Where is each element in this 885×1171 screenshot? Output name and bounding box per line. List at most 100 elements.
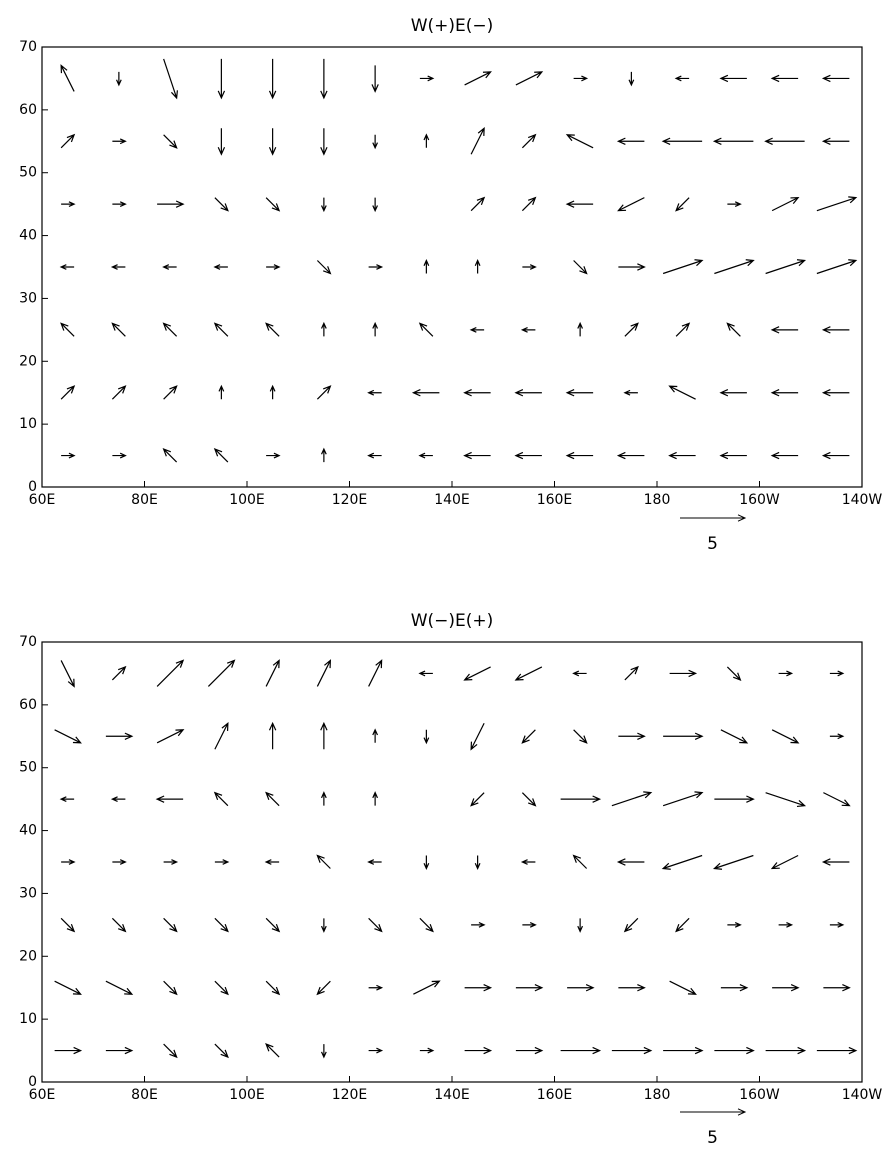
wind-vector [823, 792, 851, 807]
wind-vector [367, 859, 382, 865]
wind-vector [719, 389, 747, 397]
x-tick-label: 140W [842, 492, 883, 508]
wind-vector [265, 917, 281, 933]
wind-vector [368, 264, 384, 270]
wind-vector [266, 452, 281, 459]
wind-vector [157, 200, 185, 208]
wind-vector [367, 452, 382, 459]
wind-vector [821, 326, 850, 334]
wind-vector [162, 448, 178, 463]
wind-vector [520, 859, 536, 865]
wind-vector [719, 74, 747, 83]
y-tick-label: 60 [19, 697, 37, 713]
wind-vector [316, 980, 331, 996]
wind-vector [821, 74, 850, 83]
wind-vector [413, 980, 441, 995]
wind-vector [110, 264, 126, 270]
wind-vector [661, 137, 703, 145]
wind-vector [371, 65, 379, 93]
y-tick-label: 60 [19, 102, 37, 118]
wind-vector [770, 451, 799, 460]
wind-vector [105, 980, 134, 995]
wind-vector [829, 670, 845, 677]
wind-vector [207, 659, 236, 687]
wind-vector [521, 729, 536, 744]
wind-vector [669, 980, 697, 995]
wind-vector [675, 197, 690, 212]
wind-vector [720, 984, 749, 992]
wind-vector [720, 729, 749, 744]
wind-vector [213, 264, 228, 270]
wind-vector [265, 322, 280, 337]
wind-vector [60, 133, 76, 149]
wind-vector [565, 389, 594, 397]
wind-vector [470, 792, 485, 807]
wind-vector [821, 389, 850, 397]
x-tick-label: 100E [229, 492, 265, 508]
wind-vector [111, 917, 127, 933]
wind-vector [663, 732, 704, 740]
wind-vector [771, 729, 800, 744]
wind-vector [372, 321, 379, 337]
wind-vector [816, 1046, 858, 1055]
wind-vector [765, 1046, 807, 1055]
wind-vector [821, 137, 850, 145]
reference-label: 5 [707, 1128, 718, 1148]
chart-title: W(−)E(+) [411, 611, 494, 631]
wind-vector [470, 196, 486, 212]
wind-vector [419, 1047, 435, 1054]
wind-vector [320, 321, 327, 337]
wind-vector [514, 451, 542, 460]
wind-vector [560, 795, 602, 803]
wind-vector [628, 71, 635, 87]
wind-vector [618, 984, 646, 992]
x-tick-label: 60E [29, 492, 56, 508]
chart-title: W(+)E(−) [411, 16, 494, 36]
wind-vector [623, 917, 639, 933]
y-tick-label: 10 [19, 416, 37, 432]
y-tick-label: 70 [19, 634, 37, 650]
wind-vector [61, 201, 76, 208]
wind-vector [112, 201, 127, 208]
wind-vector [316, 385, 332, 400]
wind-vector [105, 732, 134, 740]
wind-vector [470, 723, 485, 751]
wind-vector [59, 796, 75, 803]
wind-vector [115, 71, 122, 87]
wind-vector [368, 659, 383, 687]
wind-vector [265, 1043, 280, 1058]
wind-vector [320, 128, 328, 156]
wind-vector [163, 859, 179, 865]
y-tick-label: 30 [19, 290, 37, 306]
x-tick-label: 180 [644, 1087, 671, 1103]
wind-vector [60, 385, 76, 400]
wind-vector [521, 133, 537, 149]
wind-vector [515, 1046, 544, 1055]
wind-vector [268, 721, 277, 750]
wind-vector [155, 795, 184, 803]
wind-vector [611, 791, 653, 807]
wind-vector [573, 260, 588, 275]
wind-vector [573, 75, 589, 82]
wind-vector [764, 137, 805, 145]
wind-vector [213, 448, 229, 463]
wind-vector [217, 128, 226, 156]
wind-vector [163, 1043, 178, 1059]
wind-vector [616, 137, 645, 145]
wind-vector [320, 791, 327, 806]
wind-vector [770, 389, 799, 397]
x-tick-label: 160E [537, 492, 573, 508]
wind-vector [675, 917, 690, 933]
y-tick-label: 30 [19, 885, 37, 901]
wind-vector [54, 1046, 83, 1055]
wind-vector [611, 1046, 653, 1055]
wind-vector [463, 666, 491, 681]
wind-vector [661, 854, 703, 870]
wind-vector [471, 921, 486, 928]
wind-vector [714, 1046, 755, 1055]
wind-vector [320, 58, 328, 100]
wind-vector [213, 322, 229, 337]
wind-vector [419, 917, 434, 933]
wind-vector [624, 322, 639, 337]
